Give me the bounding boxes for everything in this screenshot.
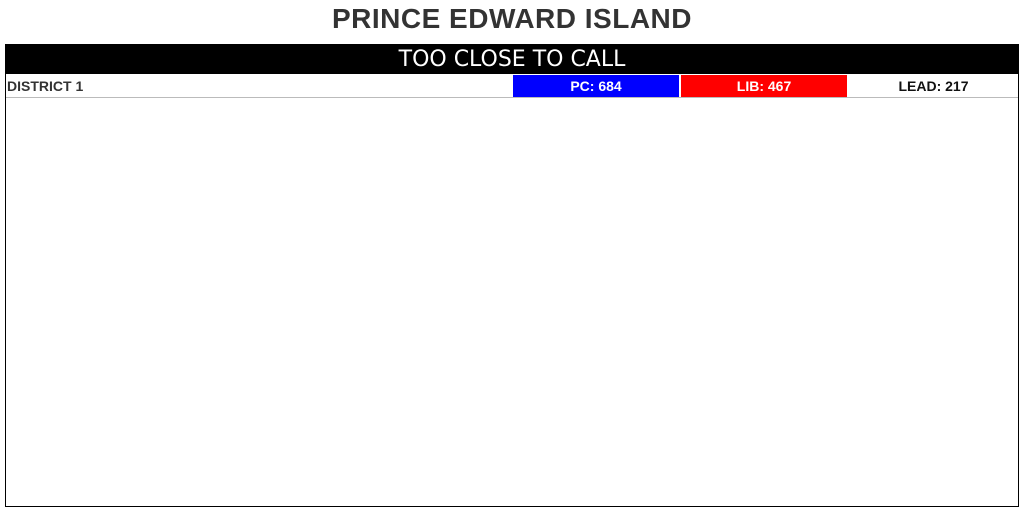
pc-result-box: PC: 684 bbox=[513, 75, 679, 97]
district-row: DISTRICT 1 PC: 684 LIB: 467 LEAD: 217 bbox=[6, 74, 1018, 98]
page-title: PRINCE EDWARD ISLAND bbox=[331, 3, 692, 34]
results-panel: TOO CLOSE TO CALL DISTRICT 1 PC: 684 LIB… bbox=[5, 44, 1019, 507]
district-name: DISTRICT 1 bbox=[7, 78, 84, 94]
lib-result-box: LIB: 467 bbox=[681, 75, 847, 97]
status-banner: TOO CLOSE TO CALL bbox=[6, 45, 1018, 74]
lead-result-box: LEAD: 217 bbox=[849, 75, 1018, 97]
